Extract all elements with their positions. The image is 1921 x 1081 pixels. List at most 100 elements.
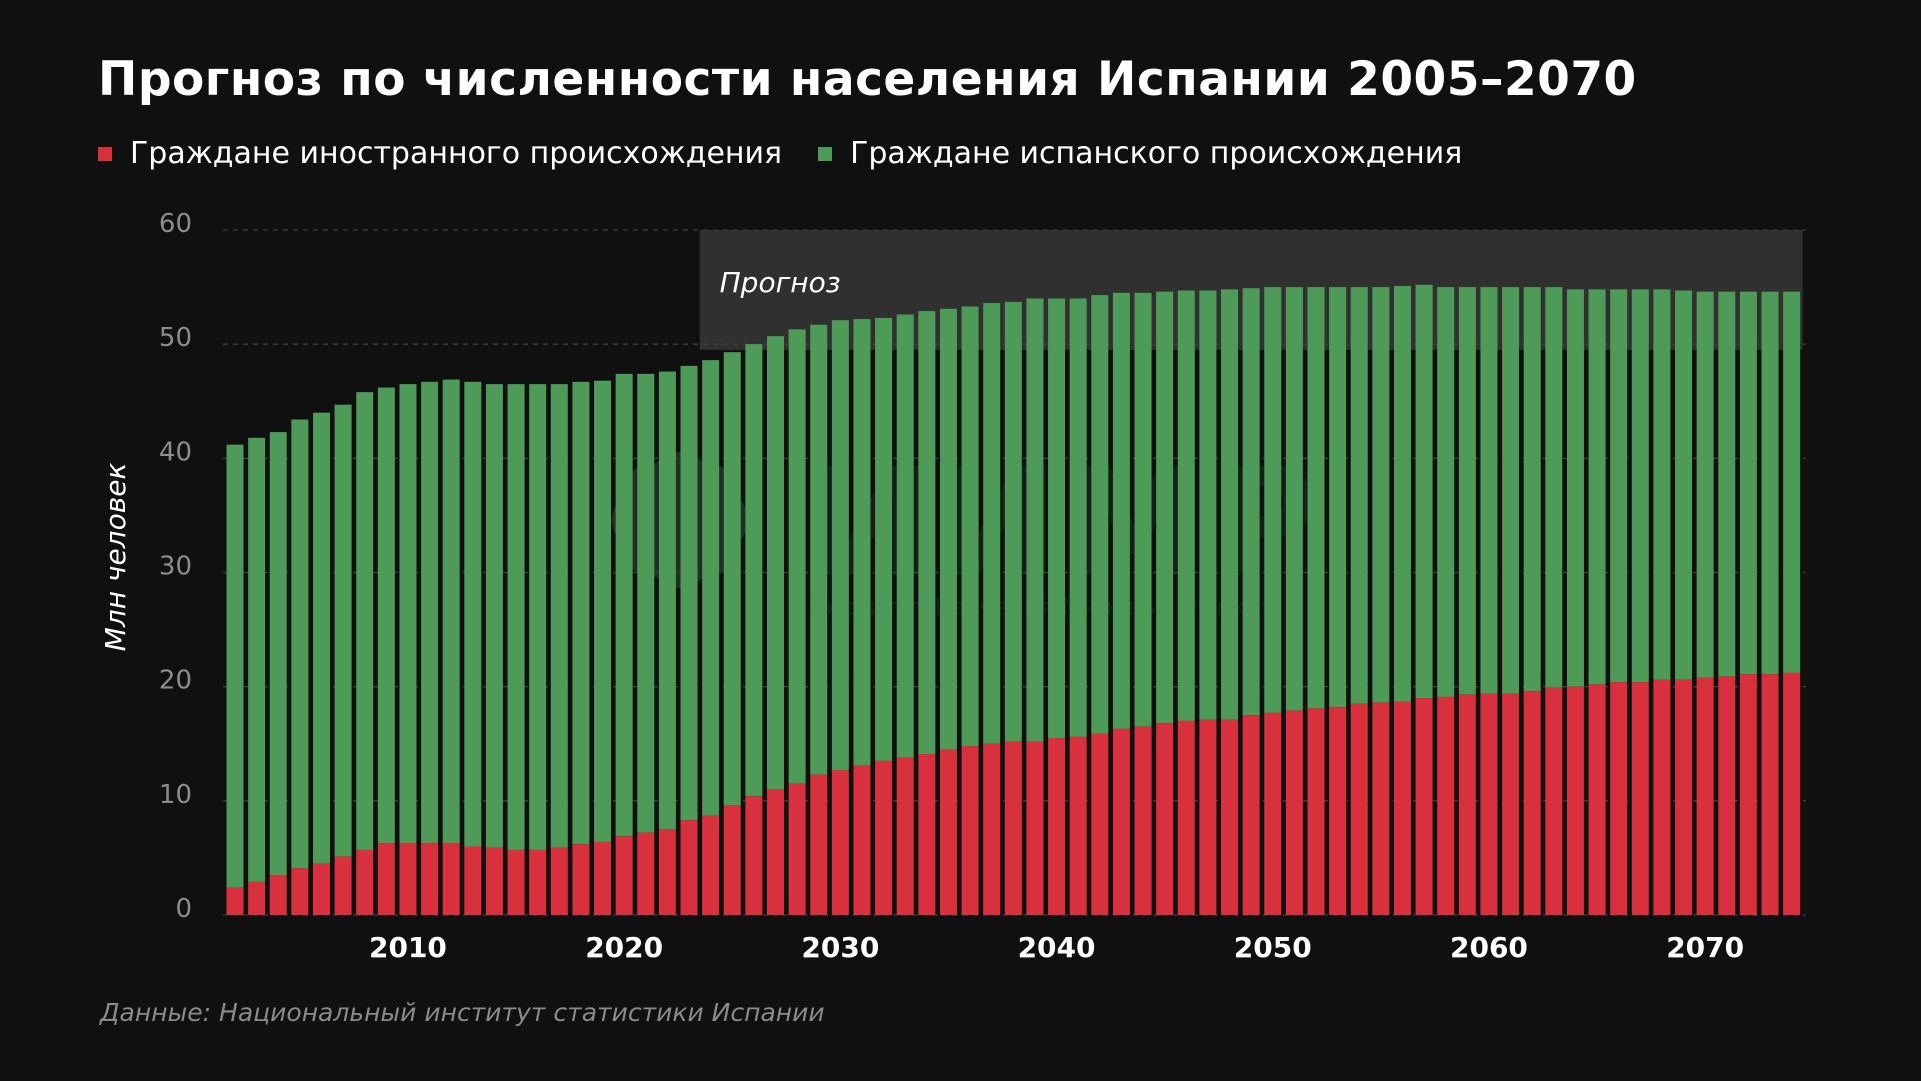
bar-foreign-2007 xyxy=(334,856,352,915)
bar-foreign-2044 xyxy=(1134,726,1152,915)
bar-spanish-2002 xyxy=(226,444,244,888)
bar-foreign-2051 xyxy=(1285,710,1303,915)
bar-spanish-2009 xyxy=(377,387,395,844)
bar-foreign-2016 xyxy=(529,849,547,915)
bar-foreign-2072 xyxy=(1739,674,1757,915)
bar-spanish-2029 xyxy=(810,324,828,775)
bar-foreign-2065 xyxy=(1588,684,1606,915)
bar-foreign-2021 xyxy=(637,832,655,915)
bar-foreign-2074 xyxy=(1783,672,1801,915)
bar-foreign-2046 xyxy=(1177,720,1195,915)
bar-foreign-2045 xyxy=(1156,723,1174,915)
bar-spanish-2035 xyxy=(939,308,957,750)
x-tick-label: 2040 xyxy=(1018,931,1096,964)
y-tick-label: 10 xyxy=(159,780,192,810)
bar-spanish-2052 xyxy=(1307,287,1325,709)
bar-spanish-2033 xyxy=(896,314,914,758)
bar-foreign-2063 xyxy=(1545,687,1563,915)
bar-spanish-2007 xyxy=(334,404,352,857)
legend-swatch-foreign xyxy=(98,146,112,161)
bar-foreign-2026 xyxy=(745,796,763,915)
bar-spanish-2061 xyxy=(1502,287,1520,694)
bar-foreign-2068 xyxy=(1653,679,1671,915)
x-tick-label: 2030 xyxy=(801,931,879,964)
bar-spanish-2026 xyxy=(745,344,763,797)
bar-foreign-2064 xyxy=(1566,686,1584,915)
bar-foreign-2055 xyxy=(1372,702,1390,915)
bar-spanish-2045 xyxy=(1156,291,1174,724)
bar-foreign-2010 xyxy=(399,843,417,915)
y-tick-label: 50 xyxy=(159,323,192,353)
bar-spanish-2044 xyxy=(1134,292,1152,727)
bar-spanish-2046 xyxy=(1177,290,1195,721)
chart-title: Прогноз по численности населения Испании… xyxy=(98,52,1637,107)
bar-foreign-2012 xyxy=(442,843,460,915)
bar-spanish-2053 xyxy=(1329,287,1347,708)
bar-spanish-2038 xyxy=(1004,301,1022,742)
bar-spanish-2069 xyxy=(1675,290,1693,680)
bar-foreign-2032 xyxy=(875,760,893,915)
bar-spanish-2041 xyxy=(1069,298,1087,737)
bar-foreign-2062 xyxy=(1523,691,1541,915)
legend-item-spanish: Граждане испанского происхождения xyxy=(818,136,1462,171)
bar-spanish-2062 xyxy=(1523,287,1541,692)
bar-spanish-2034 xyxy=(918,311,936,755)
x-tick-label: 2020 xyxy=(585,931,663,964)
bar-foreign-2039 xyxy=(1026,741,1044,915)
bar-foreign-2057 xyxy=(1415,698,1433,915)
source-note: Данные: Национальный институт статистики… xyxy=(100,998,825,1027)
bar-foreign-2047 xyxy=(1199,719,1217,915)
bar-foreign-2019 xyxy=(594,841,612,915)
bar-spanish-2073 xyxy=(1761,291,1779,675)
bar-foreign-2060 xyxy=(1480,693,1498,915)
bar-foreign-2031 xyxy=(853,765,871,915)
y-tick-label: 30 xyxy=(159,552,192,582)
bar-spanish-2051 xyxy=(1285,287,1303,711)
bar-foreign-2043 xyxy=(1112,728,1130,915)
bar-foreign-2009 xyxy=(377,843,395,915)
bar-foreign-2042 xyxy=(1091,733,1109,915)
x-tick-label: 2010 xyxy=(369,931,447,964)
bar-foreign-2024 xyxy=(702,815,720,915)
bar-spanish-2017 xyxy=(550,384,568,848)
bar-foreign-2056 xyxy=(1393,701,1411,915)
bar-foreign-2017 xyxy=(550,847,568,915)
forecast-label: Прогноз xyxy=(720,266,841,299)
bar-spanish-2012 xyxy=(442,379,460,844)
y-tick-label: 40 xyxy=(159,437,192,467)
bar-foreign-2040 xyxy=(1048,738,1066,915)
bar-spanish-2036 xyxy=(961,306,979,747)
bar-spanish-2071 xyxy=(1718,291,1736,677)
bar-spanish-2025 xyxy=(723,352,741,806)
legend-swatch-spanish xyxy=(818,146,833,161)
bar-spanish-2048 xyxy=(1221,289,1239,720)
bar-foreign-2050 xyxy=(1264,712,1282,915)
bar-spanish-2028 xyxy=(788,329,806,784)
bar-spanish-2008 xyxy=(356,392,374,850)
bar-spanish-2057 xyxy=(1415,284,1433,699)
bar-foreign-2036 xyxy=(961,746,979,915)
bar-foreign-2049 xyxy=(1242,715,1260,915)
bar-foreign-2037 xyxy=(983,743,1001,915)
y-axis-label: Млн человек xyxy=(99,463,132,652)
bar-spanish-2021 xyxy=(637,373,655,833)
bar-foreign-2030 xyxy=(831,770,849,915)
bar-spanish-2043 xyxy=(1112,292,1130,729)
bar-foreign-2008 xyxy=(356,849,374,915)
bar-foreign-2027 xyxy=(767,789,784,915)
bar-spanish-2006 xyxy=(312,412,330,864)
bar-spanish-2030 xyxy=(831,320,849,771)
bar-spanish-2020 xyxy=(615,373,633,837)
bar-foreign-2038 xyxy=(1004,741,1022,915)
bar-spanish-2037 xyxy=(983,303,1001,744)
legend-item-foreign: Граждане иностранного происхождения xyxy=(98,136,782,171)
bar-foreign-2025 xyxy=(723,805,741,915)
legend-label-spanish: Граждане испанского происхождения xyxy=(850,136,1463,171)
bar-foreign-2004 xyxy=(269,875,287,915)
bar-spanish-2015 xyxy=(507,384,525,850)
bar-foreign-2002 xyxy=(226,887,244,915)
bar-spanish-2070 xyxy=(1696,291,1714,678)
bar-foreign-2011 xyxy=(421,843,439,915)
bar-foreign-2059 xyxy=(1458,694,1476,915)
